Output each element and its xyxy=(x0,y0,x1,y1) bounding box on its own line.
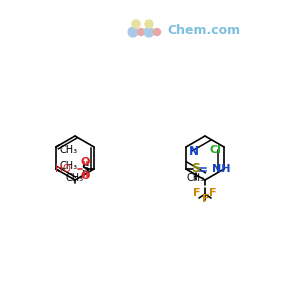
Text: CH₃: CH₃ xyxy=(60,145,78,155)
Text: CH₃: CH₃ xyxy=(187,173,205,183)
Text: CH₃: CH₃ xyxy=(66,173,84,183)
Text: Chem.com: Chem.com xyxy=(167,23,240,37)
Circle shape xyxy=(144,27,154,37)
Text: O: O xyxy=(80,171,90,181)
Text: S: S xyxy=(81,164,89,174)
Text: HO: HO xyxy=(55,164,71,174)
Text: O: O xyxy=(80,157,90,167)
Text: F: F xyxy=(202,194,210,204)
Circle shape xyxy=(128,27,138,37)
Text: Cl: Cl xyxy=(209,145,221,155)
Circle shape xyxy=(145,20,153,28)
Text: N: N xyxy=(189,145,199,158)
Text: S: S xyxy=(191,163,200,176)
Text: F: F xyxy=(209,188,217,198)
Circle shape xyxy=(137,28,145,35)
Text: NH: NH xyxy=(212,164,230,174)
Text: CH₃: CH₃ xyxy=(60,161,78,171)
Text: F: F xyxy=(193,188,201,198)
Circle shape xyxy=(132,20,140,28)
Circle shape xyxy=(154,28,160,35)
